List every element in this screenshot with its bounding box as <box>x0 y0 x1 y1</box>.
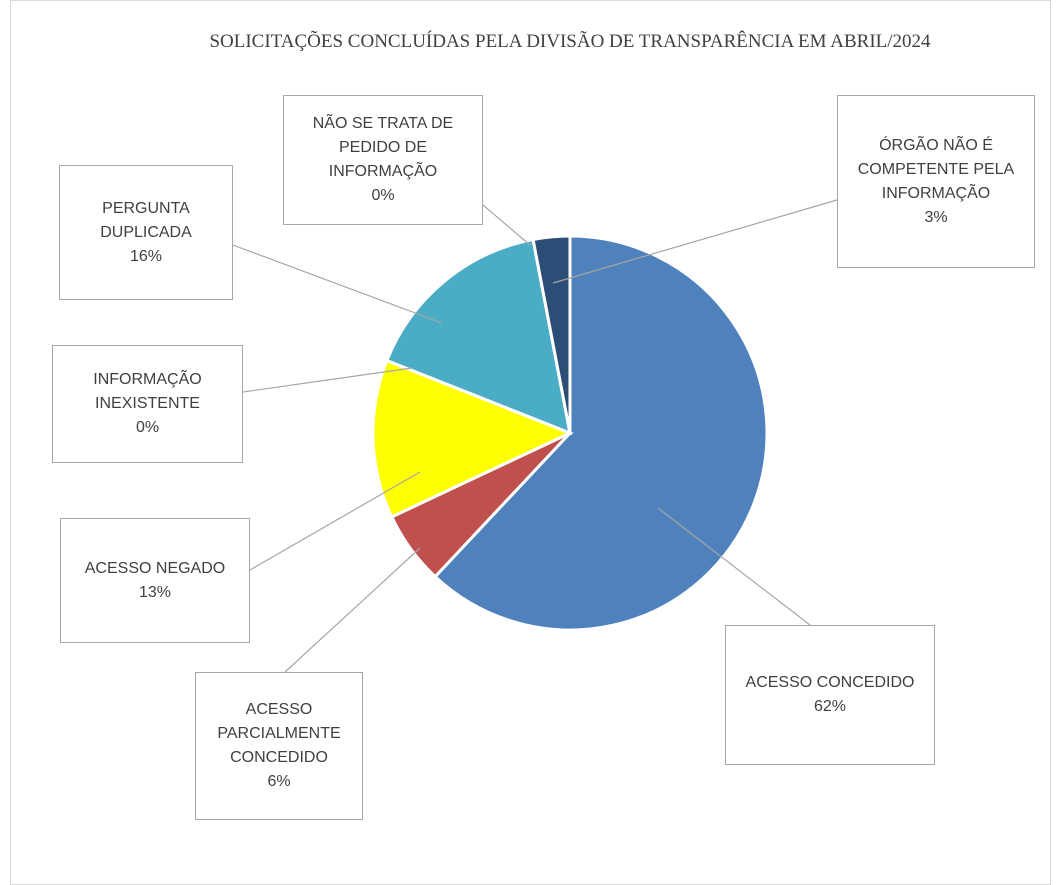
label-category: ÓRGÃO NÃO É COMPETENTE PELA INFORMAÇÃO <box>857 136 1015 202</box>
leader-line <box>232 244 443 324</box>
data-label: NÃO SE TRATA DE PEDIDO DE INFORMAÇÃO 0% <box>283 95 483 225</box>
label-value: 6% <box>267 773 291 790</box>
data-label: ACESSO NEGADO 13% <box>60 518 250 643</box>
data-label: PERGUNTA DUPLICADA 16% <box>59 165 233 300</box>
label-category: NÃO SE TRATA DE PEDIDO DE INFORMAÇÃO <box>312 115 454 180</box>
label-value: 62% <box>813 698 847 715</box>
leader-line <box>482 204 531 246</box>
pie-slice <box>531 234 572 434</box>
label-category: ACESSO NEGADO <box>84 559 226 577</box>
label-category: PERGUNTA DUPLICADA <box>100 199 192 241</box>
label-category: INFORMAÇÃO INEXISTENTE <box>93 371 202 412</box>
pie-slice <box>371 358 574 519</box>
data-label: INFORMAÇÃO INEXISTENTE 0% <box>52 345 243 463</box>
label-category: ACESSO CONCEDIDO <box>745 674 915 691</box>
data-label: ACESSO PARCIALMENTE CONCEDIDO 6% <box>195 672 363 820</box>
leader-line <box>249 471 421 571</box>
leader-line <box>284 547 421 673</box>
pie-slice <box>433 234 769 632</box>
label-value: 0% <box>371 187 395 204</box>
label-category: ACESSO PARCIALMENTE CONCEDIDO <box>217 701 341 766</box>
label-value: 3% <box>924 208 948 226</box>
label-value: 13% <box>138 583 172 601</box>
leader-line <box>242 367 413 393</box>
chart-title: SOLICITAÇÕES CONCLUÍDAS PELA DIVISÃO DE … <box>209 31 931 52</box>
leader-line <box>657 507 811 626</box>
pie-slice <box>384 237 572 436</box>
label-value: 16% <box>129 247 163 265</box>
data-label: ACESSO CONCEDIDO 62% <box>725 625 935 765</box>
leader-line <box>552 199 838 284</box>
label-value: 0% <box>135 419 160 436</box>
data-label: ÓRGÃO NÃO É COMPETENTE PELA INFORMAÇÃO 3% <box>837 95 1035 268</box>
